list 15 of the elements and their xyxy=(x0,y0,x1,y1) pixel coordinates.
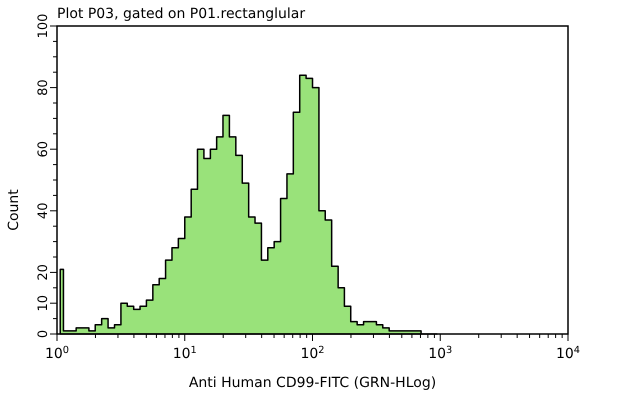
x-tick-label: 10$^{3}$ xyxy=(428,344,452,362)
x-axis-title: Anti Human CD99-FITC (GRN-HLog) xyxy=(188,375,436,391)
x-tick-label: 10$^{0}$ xyxy=(44,344,70,362)
y-tick-label: 40 xyxy=(36,202,51,220)
y-tick-label: 80 xyxy=(36,79,51,96)
x-tick-label: 10$^{2}$ xyxy=(300,344,325,362)
y-tick-label: 100 xyxy=(36,14,51,38)
y-tick-label: 20 xyxy=(36,264,51,281)
y-tick-label: 10 xyxy=(36,294,51,312)
chart-title: Plot P03, gated on P01.rectanglular xyxy=(57,6,306,22)
x-tick-label: 10$^{4}$ xyxy=(556,344,580,362)
y-tick-label: 60 xyxy=(36,140,51,158)
x-tick-label: 10$^{1}$ xyxy=(172,344,197,362)
y-tick-label: 0 xyxy=(36,330,51,338)
y-axis-title: Count xyxy=(6,188,22,231)
